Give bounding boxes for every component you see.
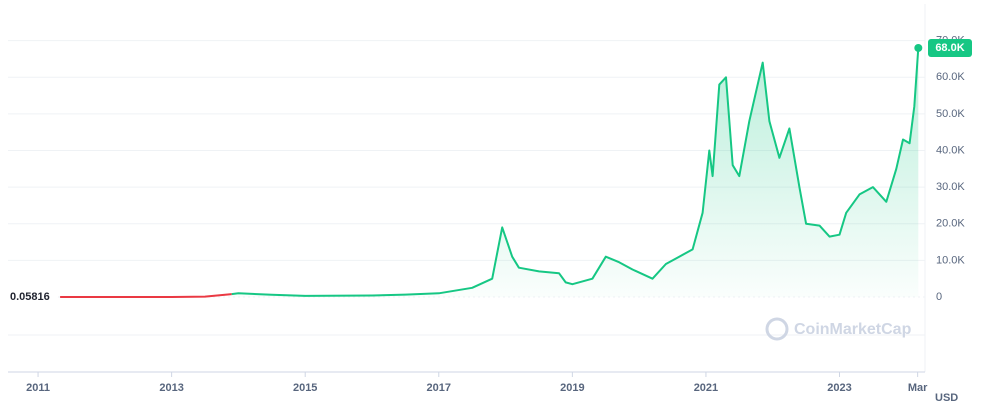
line	[60, 293, 232, 298]
y-tick-label: 40.0K	[936, 144, 965, 156]
y-unit: USD	[935, 392, 958, 404]
y-tick-label: 0	[936, 291, 942, 303]
watermark: CoinMarketCap	[765, 317, 912, 341]
end-point	[914, 43, 923, 52]
y-tick-label: 50.0K	[936, 108, 965, 120]
x-tick-label: 2017	[427, 382, 451, 394]
value-label: 68.0K	[935, 42, 964, 54]
x-tick-label: 2019	[560, 382, 584, 394]
start-label-bg	[6, 287, 58, 306]
x-tick-label: 2023	[827, 382, 851, 394]
y-tick-label: 60.0K	[936, 71, 965, 83]
x-tick-label: Mar	[908, 382, 928, 394]
y-tick-label: 30.0K	[936, 181, 965, 193]
x-tick-label: 2015	[293, 382, 317, 394]
watermark-text: CoinMarketCap	[794, 321, 912, 338]
x-tick-label: 2011	[26, 382, 50, 394]
area	[231, 48, 919, 297]
line	[231, 47, 920, 297]
value-label-bg	[928, 38, 972, 57]
x-tick-label: 2013	[159, 382, 183, 394]
y-tick-label: 20.0K	[936, 218, 965, 230]
start-label: 0.05816	[10, 291, 50, 303]
x-tick-label: 2021	[694, 382, 718, 394]
y-tick-label: 10.0K	[936, 254, 965, 266]
